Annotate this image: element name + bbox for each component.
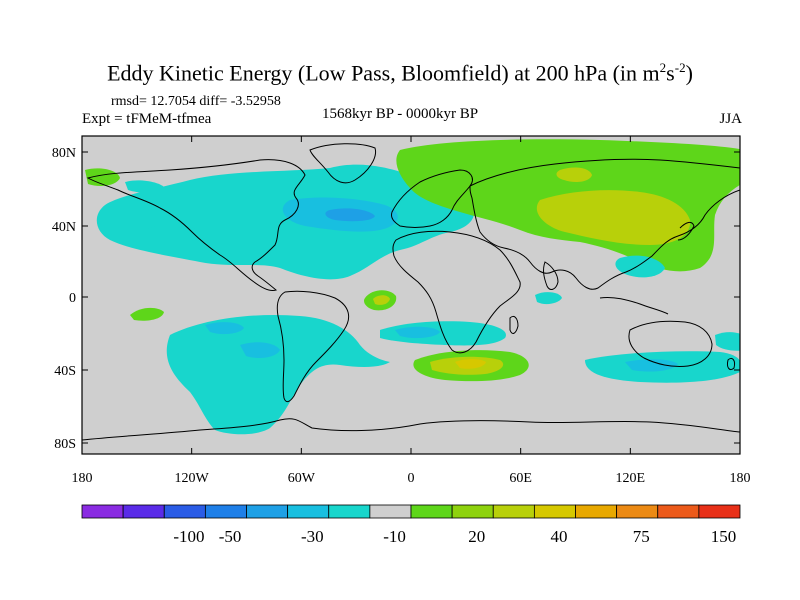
colorbar-labels: -100 -50 -30 -10 20 40 75 150 — [173, 527, 736, 546]
cyan-patch-tasman — [715, 332, 740, 351]
colorbar-label: -50 — [219, 527, 242, 546]
colorbar-swatch — [616, 504, 659, 519]
x-tick-label: 120W — [175, 471, 210, 486]
yellowgreen-core-atlantic — [373, 295, 390, 305]
field-shading — [85, 139, 740, 435]
x-tick-label: 60W — [288, 471, 316, 486]
x-tick-label: 180 — [730, 471, 751, 486]
colorbar-swatch — [204, 504, 247, 519]
colorbar-swatch — [575, 504, 618, 519]
cyan-patch-east-asia — [615, 255, 665, 278]
colorbar-swatch — [451, 504, 494, 519]
cyan-patch-africa — [535, 292, 562, 305]
season-label: JJA — [719, 111, 742, 127]
colorbar-label: 20 — [468, 527, 485, 546]
darker-blue-core — [325, 208, 375, 222]
colorbar-swatch — [657, 504, 700, 519]
rmsd-diff-stats: rmsd= 12.7054 diff= -3.52958 — [111, 94, 281, 109]
x-tick-label: 180 — [72, 471, 93, 486]
axis-ticks — [81, 136, 741, 454]
colorbar-swatch — [81, 504, 124, 519]
colorbar-label: -100 — [173, 527, 204, 546]
yellowgreen-patch-north — [556, 167, 592, 183]
colorbar-swatch — [122, 504, 165, 519]
colorbar-label: 40 — [551, 527, 568, 546]
period-label: 1568kyr BP - 0000kyr BP — [322, 106, 479, 122]
coast-madagascar — [509, 315, 519, 334]
coast-europe — [391, 169, 473, 228]
colorbar-swatch — [328, 504, 371, 519]
coastlines — [82, 143, 740, 441]
colorbar-label: 150 — [711, 527, 737, 546]
colorbar-swatch — [287, 504, 330, 519]
coast-south-america — [276, 290, 350, 403]
blue-patch-south-pacific-east — [205, 322, 244, 335]
blue-patch-south-pacific — [240, 342, 280, 358]
coast-asia — [469, 158, 740, 290]
coast-greenland — [309, 143, 377, 184]
coast-indonesia — [599, 297, 669, 315]
colorbar-swatch — [369, 504, 412, 519]
cyan-region-pacific — [143, 223, 200, 244]
cyan-region-north-atlantic — [96, 164, 474, 280]
colorbar-swatch — [533, 504, 576, 519]
experiment-label: Expt = tFMeM-tfmea — [82, 111, 212, 127]
chart-title: Eddy Kinetic Energy (Low Pass, Bloomfiel… — [107, 60, 693, 86]
x-tick-label: 120E — [616, 471, 646, 486]
y-tick-label: 40S — [54, 364, 76, 379]
coast-africa — [392, 230, 521, 354]
colorbar-label: -30 — [301, 527, 324, 546]
y-tick-label: 80N — [52, 146, 76, 161]
colorbar-swatch — [410, 504, 453, 519]
y-tick-label: 0 — [69, 291, 76, 306]
colorbar-label: -10 — [383, 527, 406, 546]
colorbar-swatch — [492, 504, 535, 519]
yellow-core-south-africa — [455, 359, 486, 369]
y-tick-label: 80S — [54, 437, 76, 452]
colorbar-swatch — [163, 504, 206, 519]
axis-tick-labels: 180 120W 60W 0 60E 120E 180 80N 40N 0 40S 80S — [52, 146, 751, 486]
coast-india — [543, 261, 559, 290]
green-patch-pacific-equator — [130, 307, 164, 321]
colorbar — [81, 504, 741, 519]
yellowgreen-region-asia — [536, 190, 691, 245]
x-tick-label: 60E — [509, 471, 532, 486]
x-tick-label: 0 — [408, 471, 415, 486]
coast-japan — [677, 221, 695, 241]
coast-antarctica — [82, 418, 740, 441]
blue-patch-south-atlantic — [395, 326, 440, 339]
coast-north-america — [86, 159, 306, 291]
cyan-region-south-pacific — [166, 314, 390, 435]
blue-patch-south-indian — [625, 359, 678, 372]
cyan-patch-arctic — [125, 180, 165, 193]
colorbar-label: 75 — [633, 527, 650, 546]
y-tick-label: 40N — [52, 220, 76, 235]
coast-new-zealand — [727, 357, 735, 371]
colorbar-swatch — [246, 504, 289, 519]
colorbar-swatch — [698, 504, 741, 519]
green-patch-arctic-west — [85, 168, 120, 186]
coast-australia — [628, 320, 713, 367]
